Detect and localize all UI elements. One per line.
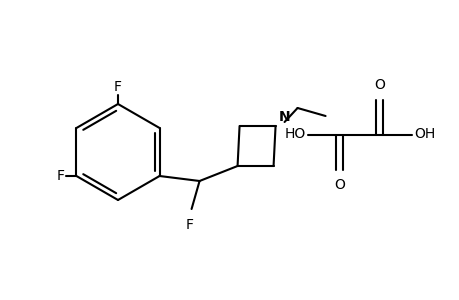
Text: OH: OH xyxy=(413,127,434,141)
Text: F: F xyxy=(185,218,193,232)
Text: F: F xyxy=(114,80,122,94)
Text: O: O xyxy=(334,178,345,192)
Text: F: F xyxy=(56,169,64,183)
Text: O: O xyxy=(374,78,385,92)
Text: N: N xyxy=(278,110,290,124)
Text: HO: HO xyxy=(284,127,305,141)
